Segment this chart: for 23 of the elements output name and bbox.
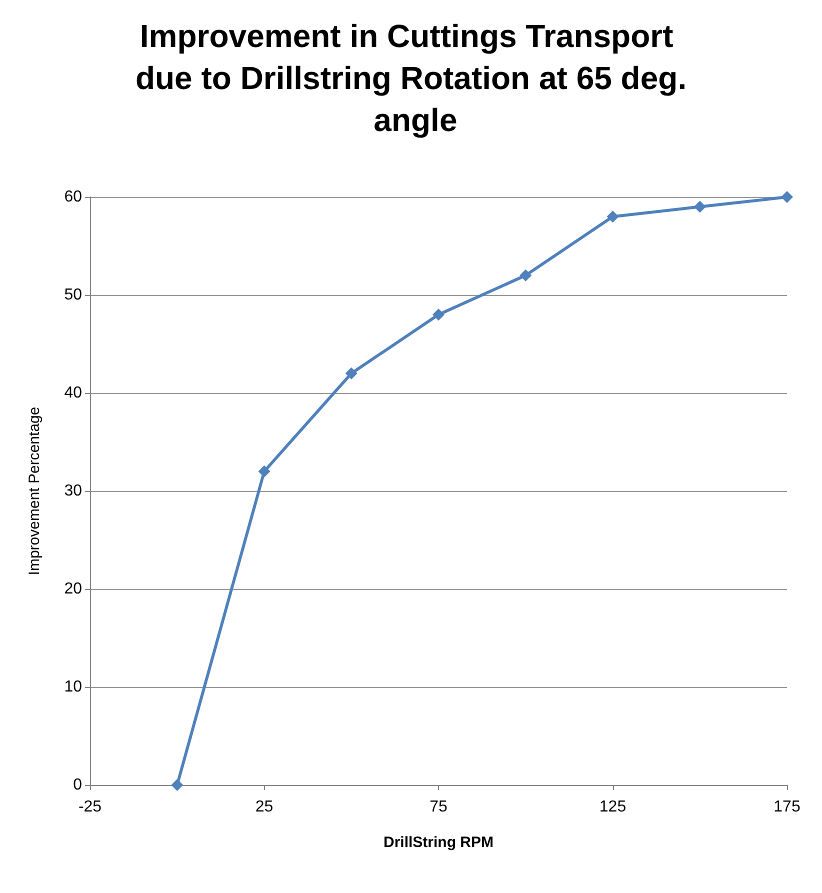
x-tick-label: 125 — [599, 798, 626, 816]
point — [781, 191, 793, 203]
point — [171, 779, 184, 791]
x-axis-title: DrillString RPM — [383, 834, 494, 851]
y-axis-title: Improvement Percentage — [26, 406, 43, 576]
point — [432, 308, 444, 321]
point — [258, 465, 270, 478]
y-tick-label: 60 — [64, 188, 82, 206]
y-tick-label: 30 — [64, 482, 82, 500]
chart-title: Improvement in Cuttings Transport due to Drillstring Rotation at 65 deg. angle — [135, 18, 687, 138]
y-tick-label: 40 — [64, 384, 82, 402]
point — [520, 269, 532, 282]
y-tick-label: 0 — [73, 776, 82, 794]
x-tick-label: -25 — [78, 798, 102, 816]
point — [694, 200, 706, 213]
y-tick-label: 20 — [64, 580, 82, 598]
point — [606, 210, 619, 223]
x-tick-label: 75 — [430, 798, 448, 816]
point — [345, 367, 358, 380]
x-tick-label: 25 — [255, 798, 274, 816]
y-tick-label: 50 — [64, 286, 82, 304]
x-tick-label: 175 — [774, 798, 800, 816]
y-tick-label: 10 — [64, 678, 82, 696]
